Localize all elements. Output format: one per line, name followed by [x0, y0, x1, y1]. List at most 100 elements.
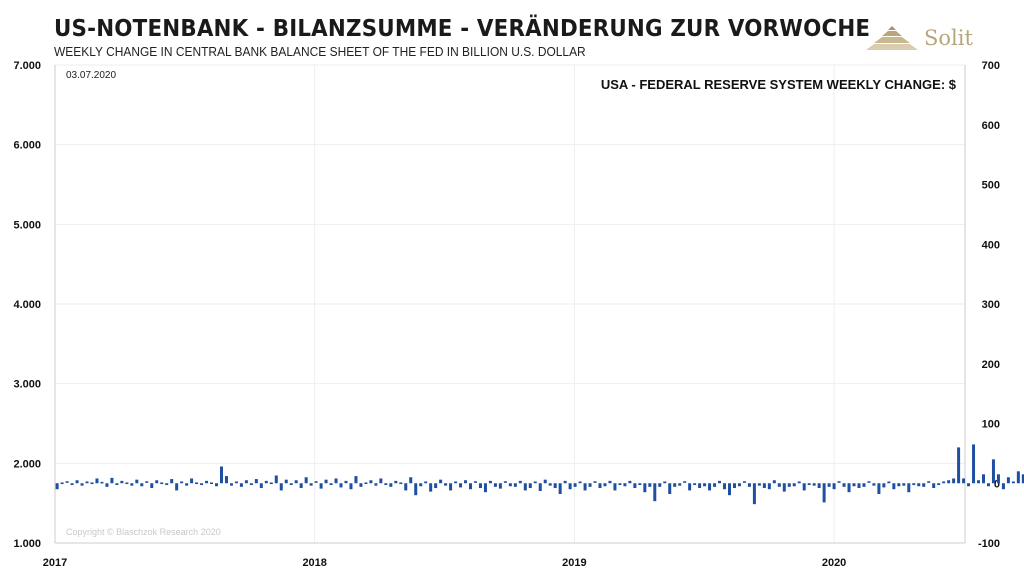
bar — [414, 483, 418, 496]
right-tick-label: 200 — [982, 359, 1000, 371]
bar — [827, 483, 831, 487]
bar — [294, 480, 298, 484]
bar — [399, 482, 403, 485]
bar — [643, 483, 647, 493]
bar — [469, 483, 473, 490]
bar — [986, 483, 990, 487]
bar — [902, 483, 906, 486]
bar — [394, 480, 398, 484]
series-label: USA - FEDERAL RESERVE SYSTEM WEEKLY CHAN… — [601, 77, 957, 92]
bar — [852, 483, 856, 487]
bar — [369, 480, 373, 484]
bar — [648, 483, 652, 487]
bar — [219, 466, 223, 484]
bar — [85, 481, 89, 484]
bar — [732, 483, 736, 489]
bar — [613, 483, 617, 491]
bar — [877, 483, 881, 494]
bar — [478, 483, 482, 489]
bar — [140, 483, 144, 487]
bar — [598, 483, 602, 489]
x-tick-label: 2017 — [43, 557, 67, 569]
bar — [767, 483, 771, 490]
bar — [130, 483, 134, 486]
bar — [473, 481, 477, 483]
bar — [972, 444, 976, 484]
bar — [359, 483, 363, 487]
bar — [608, 480, 612, 484]
bar — [718, 480, 722, 484]
bar — [135, 479, 139, 484]
bar — [274, 475, 278, 484]
right-tick-label: -100 — [978, 538, 1000, 550]
bar — [568, 483, 572, 490]
bar — [742, 481, 746, 483]
bar — [165, 483, 169, 486]
bar — [807, 483, 811, 486]
right-tick-label: 100 — [982, 419, 1000, 431]
bar — [797, 481, 801, 484]
bar — [215, 483, 219, 487]
bar — [548, 483, 552, 486]
bar — [409, 477, 413, 484]
bar — [508, 483, 512, 487]
bar — [782, 483, 786, 492]
bar — [892, 483, 896, 490]
bar — [254, 479, 258, 484]
bar — [847, 483, 851, 493]
bar — [558, 483, 562, 494]
bar — [812, 483, 816, 486]
bar — [593, 481, 597, 483]
bar — [633, 483, 637, 489]
chart-subtitle: WEEKLY CHANGE IN CENTRAL BANK BALANCE SH… — [54, 44, 586, 59]
bar — [842, 483, 846, 487]
bar — [513, 483, 517, 487]
bar — [907, 483, 911, 493]
bar — [867, 481, 871, 483]
date-label: 03.07.2020 — [66, 70, 116, 81]
bar — [224, 476, 228, 484]
bar — [384, 483, 388, 486]
bar — [723, 483, 727, 490]
bar — [947, 480, 951, 484]
bar — [882, 483, 886, 488]
bar — [488, 480, 492, 484]
bar — [1016, 471, 1020, 484]
bar — [1006, 477, 1010, 484]
bar — [937, 483, 941, 486]
bar — [996, 474, 1000, 484]
left-tick-label: 7.000 — [13, 60, 41, 72]
solit-logo-icon — [866, 26, 918, 50]
left-axis: 1.000 2.000 3.000 4.000 5.000 6.000 7.000 — [13, 60, 41, 550]
right-tick-label: 400 — [982, 239, 1000, 251]
bar — [653, 483, 657, 502]
bar — [170, 479, 174, 484]
bar — [991, 459, 995, 484]
bar — [429, 483, 433, 492]
bar — [145, 481, 149, 483]
bar — [708, 483, 712, 491]
bar — [60, 482, 64, 485]
bar — [952, 478, 956, 484]
bar — [389, 483, 393, 487]
right-tick-label: 700 — [982, 60, 1000, 72]
bar — [115, 483, 119, 486]
bar — [603, 483, 607, 487]
bar — [424, 481, 428, 484]
bar — [324, 479, 328, 484]
bar — [762, 483, 766, 489]
bar — [832, 483, 836, 490]
bar — [967, 483, 971, 487]
bar — [957, 447, 961, 484]
bar — [185, 483, 189, 486]
bar — [55, 483, 59, 490]
bar — [309, 483, 313, 486]
copyright-text: Copyright © Blaschzok Research 2020 — [66, 527, 221, 537]
bar — [1011, 481, 1015, 484]
left-tick-label: 4.000 — [13, 299, 41, 311]
bar — [269, 482, 273, 485]
bar — [90, 482, 94, 485]
bar — [872, 483, 876, 486]
bar — [927, 481, 931, 483]
bar — [822, 483, 826, 503]
